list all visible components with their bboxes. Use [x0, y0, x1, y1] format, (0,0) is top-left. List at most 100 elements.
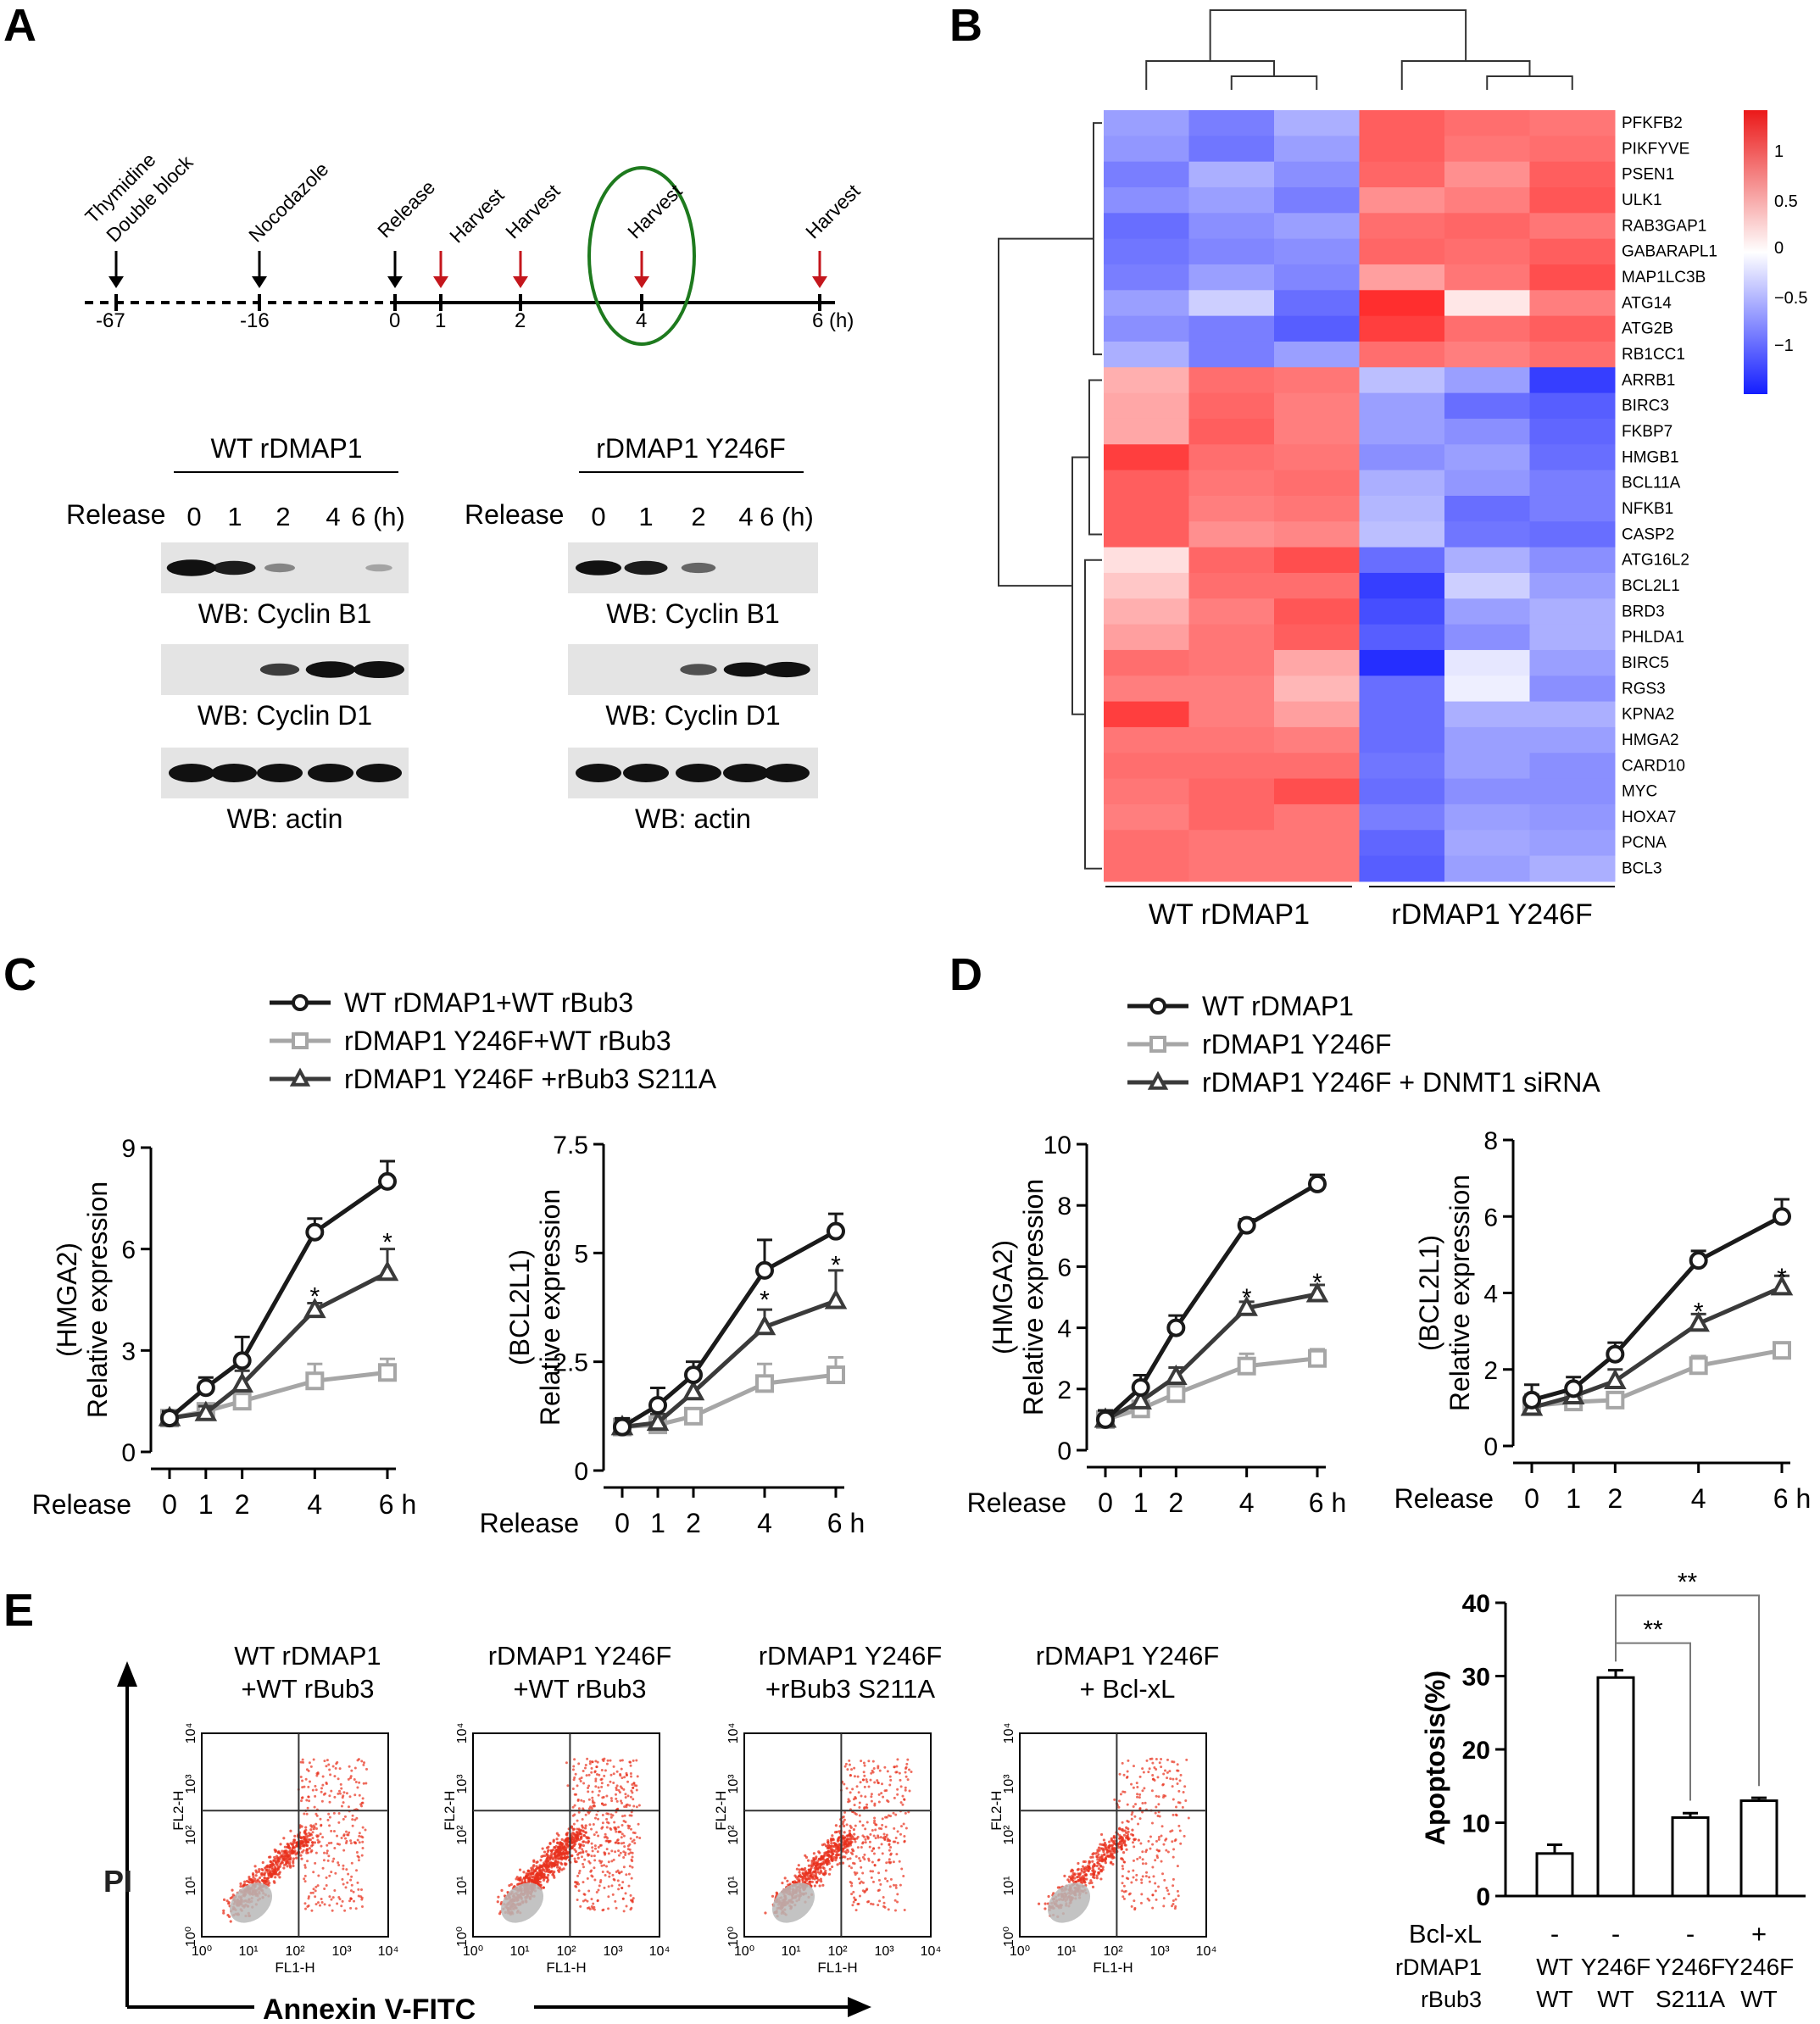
- event-dot: [856, 1775, 860, 1778]
- heatmap-cell: [1188, 830, 1275, 857]
- event-dot: [1130, 1813, 1133, 1816]
- event-dot: [802, 1877, 805, 1880]
- event-dot: [273, 1855, 276, 1859]
- heatmap-cell: [1104, 726, 1189, 753]
- event-dot: [358, 1781, 361, 1784]
- event-dot: [593, 1905, 596, 1909]
- event-dot: [336, 1843, 339, 1846]
- event-dot: [1155, 1757, 1158, 1760]
- flow-y-label: FL2-H: [988, 1791, 1005, 1831]
- event-dot: [311, 1843, 314, 1847]
- y-tick-label: 10⁴: [1002, 1723, 1016, 1744]
- event-dot: [812, 1852, 816, 1855]
- heatmap-cell: [1274, 186, 1360, 214]
- event-dot: [1138, 1856, 1142, 1860]
- event-dot: [576, 1819, 579, 1822]
- heatmap-cell: [1444, 264, 1530, 291]
- event-dot: [815, 1877, 819, 1880]
- y-tick-label: 0: [121, 1439, 136, 1467]
- event-dot: [543, 1863, 547, 1866]
- event-dot: [329, 1773, 332, 1777]
- heatmap-cell: [1359, 572, 1445, 599]
- event-dot: [591, 1849, 594, 1853]
- x-tick-label: 1: [198, 1489, 214, 1520]
- event-dot: [619, 1772, 622, 1776]
- event-dot: [1118, 1772, 1121, 1776]
- data-point: [682, 1380, 705, 1401]
- event-dot: [629, 1851, 632, 1854]
- x-tick-label: 1: [650, 1508, 665, 1538]
- event-dot: [604, 1803, 607, 1806]
- event-dot: [584, 1764, 587, 1767]
- event-dot: [542, 1886, 546, 1889]
- event-dot: [1184, 1799, 1188, 1802]
- event-dot: [287, 1847, 292, 1850]
- event-dot: [1104, 1861, 1107, 1865]
- event-dot: [526, 1870, 530, 1873]
- event-dot: [868, 1840, 871, 1843]
- event-dot: [574, 1837, 577, 1840]
- event-dot: [632, 1897, 635, 1900]
- event-dot: [1096, 1861, 1099, 1865]
- event-dot: [889, 1877, 893, 1881]
- event-dot: [342, 1791, 346, 1794]
- heatmap-gene-label: MYC: [1622, 783, 1657, 801]
- event-dot: [787, 1883, 790, 1887]
- event-dot: [532, 1859, 536, 1862]
- event-dot: [535, 1881, 538, 1885]
- event-dot: [595, 1773, 598, 1777]
- event-dot: [328, 1874, 331, 1877]
- event-dot: [877, 1800, 881, 1804]
- heatmap-cell: [1444, 238, 1530, 265]
- event-dot: [804, 1880, 807, 1883]
- data-point: [827, 1365, 845, 1385]
- heatmap-cell: [1359, 649, 1445, 676]
- heatmap-cell: [1444, 726, 1530, 753]
- x-tick-label: 10⁰: [734, 1944, 754, 1959]
- x-tick-label: 10²: [556, 1944, 576, 1959]
- event-dot: [306, 1860, 309, 1863]
- event-dot: [882, 1795, 885, 1799]
- event-dot: [1155, 1794, 1158, 1798]
- x-tick-label: 10³: [331, 1944, 352, 1959]
- event-dot: [1137, 1838, 1140, 1842]
- event-dot: [563, 1856, 566, 1860]
- event-dot: [1140, 1881, 1144, 1884]
- event-dot: [606, 1783, 609, 1787]
- event-dot: [596, 1850, 599, 1854]
- event-dot: [877, 1904, 880, 1907]
- event-dot: [566, 1784, 570, 1788]
- event-dot: [1127, 1759, 1130, 1762]
- row-label: Bcl-xL: [1409, 1919, 1482, 1949]
- event-dot: [270, 1867, 274, 1871]
- event-dot: [276, 1873, 280, 1877]
- heatmap-cell: [1359, 418, 1445, 445]
- event-dot: [615, 1784, 619, 1788]
- event-dot: [610, 1799, 614, 1803]
- data-point: [1689, 1251, 1708, 1271]
- event-dot: [318, 1840, 321, 1843]
- event-dot: [1093, 1876, 1096, 1880]
- legend-label: WT rDMAP1: [1202, 991, 1354, 1021]
- timeline-event-nocodazole: Nocodazole -16: [240, 158, 332, 332]
- event-dot: [1123, 1790, 1127, 1793]
- event-dot: [1141, 1802, 1144, 1805]
- heatmap-cell: [1444, 547, 1530, 574]
- event-dot: [850, 1893, 854, 1896]
- data-point: [1308, 1348, 1327, 1368]
- event-dot: [812, 1858, 815, 1861]
- x-tick-label: 6 h: [1773, 1483, 1811, 1514]
- event-dot: [615, 1830, 618, 1833]
- event-dot: [574, 1835, 577, 1838]
- event-dot: [341, 1899, 344, 1903]
- heatmap-cell: [1359, 186, 1445, 214]
- event-dot: [1174, 1838, 1177, 1841]
- event-dot: [1162, 1897, 1166, 1900]
- event-dot: [827, 1872, 832, 1876]
- event-dot: [631, 1899, 634, 1903]
- event-dot: [895, 1765, 899, 1768]
- event-dot: [621, 1832, 624, 1836]
- y-tick-label: 6: [1057, 1254, 1071, 1282]
